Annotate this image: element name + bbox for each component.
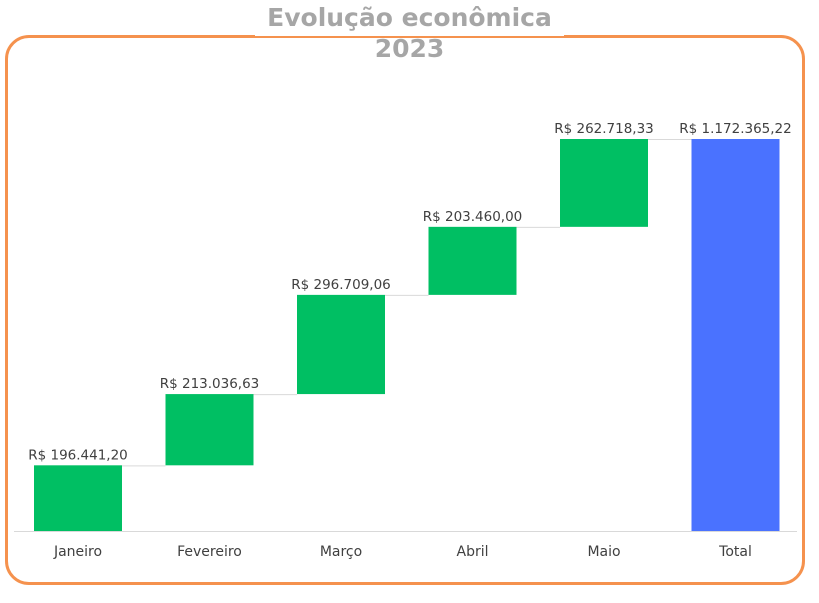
bar-fevereiro [165,394,254,466]
bar-total [691,139,780,531]
data-label-maio: R$ 262.718,33 [554,121,654,137]
x-tick-label-fevereiro: Fevereiro [177,544,242,560]
bar-maio [560,139,648,227]
bar-março [297,294,385,395]
data-label-total: R$ 1.172.365,22 [679,121,791,137]
bar-abril [428,226,517,295]
bar-janeiro [34,465,122,531]
x-tick-label-total: Total [718,544,752,560]
x-tick-label-março: Março [320,544,362,560]
data-label-março: R$ 296.709,06 [291,277,391,293]
data-label-fevereiro: R$ 213.036,63 [160,376,260,392]
x-tick-label-maio: Maio [587,544,620,560]
x-tick-label-abril: Abril [457,544,489,560]
x-tick-label-janeiro: Janeiro [53,544,102,560]
chart-title: Evolução econômica [255,0,564,36]
data-label-abril: R$ 203.460,00 [423,209,523,225]
chart-frame [5,35,805,585]
data-label-janeiro: R$ 196.441,20 [28,447,128,463]
chart-title-block: Evolução econômica 2023 [0,0,819,64]
chart-subtitle: 2023 [374,34,445,63]
